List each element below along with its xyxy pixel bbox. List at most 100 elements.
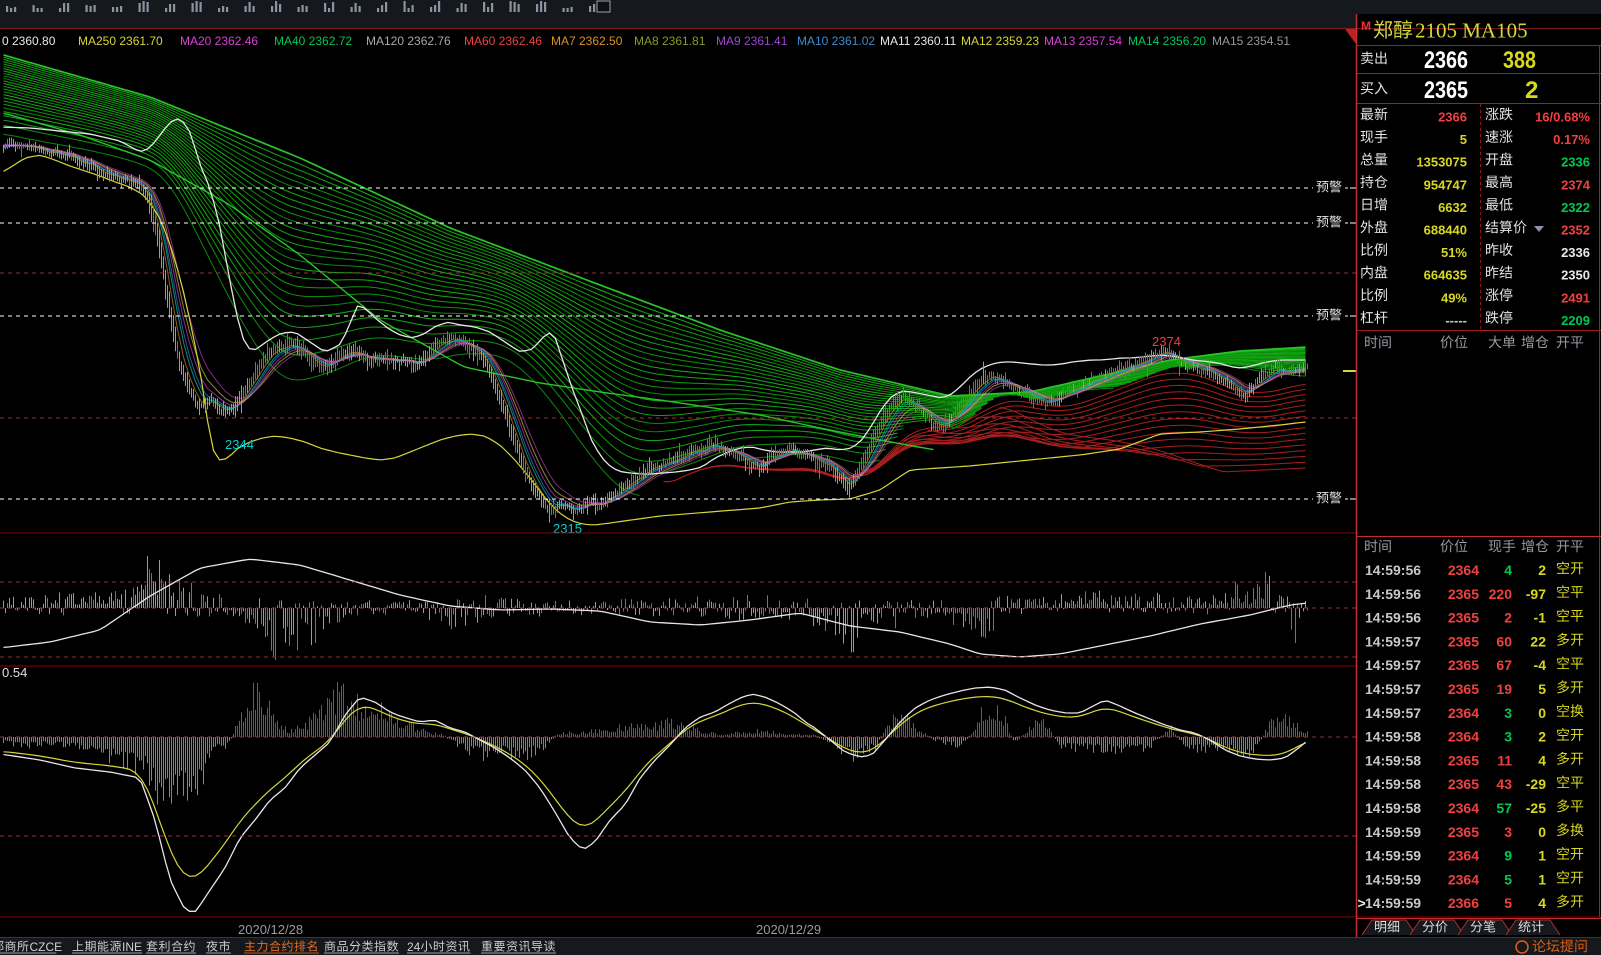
- svg-text:14:59:59: 14:59:59: [1365, 824, 1421, 840]
- svg-text:14:59:57: 14:59:57: [1365, 657, 1421, 673]
- svg-text:5: 5: [1538, 681, 1546, 697]
- svg-text:49%: 49%: [1441, 290, 1467, 305]
- svg-text:2105 MA105: 2105 MA105: [1415, 19, 1528, 43]
- svg-text:2365: 2365: [1424, 77, 1468, 104]
- svg-text:MA120 2362.76: MA120 2362.76: [366, 34, 451, 48]
- svg-text:MA13 2357.54: MA13 2357.54: [1044, 34, 1122, 48]
- svg-text:M: M: [1361, 19, 1371, 33]
- svg-text:14:59:59: 14:59:59: [1365, 871, 1421, 887]
- svg-text:3: 3: [1504, 824, 1512, 840]
- svg-text:1353075: 1353075: [1416, 155, 1467, 170]
- svg-text:14:59:58: 14:59:58: [1365, 729, 1421, 745]
- svg-text:3: 3: [1504, 729, 1512, 745]
- svg-text:67: 67: [1496, 657, 1512, 673]
- svg-text:14:59:57: 14:59:57: [1365, 681, 1421, 697]
- svg-text:954747: 954747: [1424, 177, 1467, 192]
- svg-text:14:59:57: 14:59:57: [1365, 633, 1421, 649]
- svg-text:16/0.68%: 16/0.68%: [1535, 110, 1590, 125]
- svg-text:2350: 2350: [1561, 268, 1590, 283]
- svg-text:1: 1: [1538, 848, 1546, 864]
- svg-text:2491: 2491: [1561, 290, 1590, 305]
- svg-text:14:59:59: 14:59:59: [1365, 895, 1421, 911]
- svg-text:MA11 2360.11: MA11 2360.11: [880, 34, 957, 48]
- svg-text:INE: INE: [122, 940, 142, 954]
- svg-text:2364: 2364: [1448, 562, 1479, 578]
- svg-text:2322: 2322: [1561, 200, 1590, 215]
- svg-text:57: 57: [1496, 800, 1512, 816]
- svg-text:2: 2: [1538, 729, 1546, 745]
- svg-text:2344: 2344: [225, 437, 254, 452]
- svg-text:2020/12/28: 2020/12/28: [238, 922, 303, 937]
- svg-text:MA10 2361.02: MA10 2361.02: [797, 34, 875, 48]
- svg-text:4: 4: [1538, 895, 1546, 911]
- svg-text:14:59:56: 14:59:56: [1365, 610, 1421, 626]
- svg-text:2: 2: [1538, 562, 1546, 578]
- svg-text:0 2360.80: 0 2360.80: [2, 34, 56, 48]
- svg-text:0: 0: [1538, 705, 1546, 721]
- svg-text:2365: 2365: [1448, 657, 1479, 673]
- svg-text:2364: 2364: [1448, 800, 1479, 816]
- svg-text:2364: 2364: [1448, 871, 1479, 887]
- svg-text:9: 9: [1504, 848, 1512, 864]
- svg-text:MA15 2354.51: MA15 2354.51: [1212, 34, 1290, 48]
- svg-text:MA8 2361.81: MA8 2361.81: [634, 34, 706, 48]
- svg-text:2366: 2366: [1438, 110, 1467, 125]
- svg-text:220: 220: [1489, 586, 1513, 602]
- svg-text:2366: 2366: [1424, 47, 1468, 74]
- svg-text:2336: 2336: [1561, 155, 1590, 170]
- svg-text:2364: 2364: [1448, 705, 1479, 721]
- svg-text:2365: 2365: [1448, 610, 1479, 626]
- svg-text:0.17%: 0.17%: [1553, 132, 1590, 147]
- svg-text:2374: 2374: [1152, 334, 1181, 349]
- svg-text:2374: 2374: [1561, 177, 1591, 192]
- svg-text:2336: 2336: [1561, 245, 1590, 260]
- svg-text:14:59:56: 14:59:56: [1365, 562, 1421, 578]
- svg-text:2364: 2364: [1448, 848, 1479, 864]
- svg-text:4: 4: [1538, 752, 1546, 768]
- svg-text:14:59:58: 14:59:58: [1365, 776, 1421, 792]
- svg-text:2365: 2365: [1448, 824, 1479, 840]
- svg-text:2365: 2365: [1448, 681, 1479, 697]
- svg-text:-97: -97: [1526, 586, 1546, 602]
- svg-text:MA14 2356.20: MA14 2356.20: [1128, 34, 1206, 48]
- svg-text:MA9 2361.41: MA9 2361.41: [716, 34, 788, 48]
- svg-text:-----: -----: [1445, 313, 1467, 328]
- svg-text:388: 388: [1503, 47, 1536, 74]
- svg-text:2366: 2366: [1448, 895, 1479, 911]
- svg-text:5: 5: [1460, 132, 1467, 147]
- svg-text:2209: 2209: [1561, 313, 1590, 328]
- svg-text:2: 2: [1525, 77, 1538, 104]
- svg-text:5: 5: [1504, 895, 1512, 911]
- svg-text:2020/12/29: 2020/12/29: [756, 922, 821, 937]
- svg-text:2365: 2365: [1448, 586, 1479, 602]
- svg-text:MA20 2362.46: MA20 2362.46: [180, 34, 258, 48]
- svg-text:14:59:57: 14:59:57: [1365, 705, 1421, 721]
- svg-text:3: 3: [1504, 705, 1512, 721]
- svg-text:664635: 664635: [1424, 268, 1467, 283]
- svg-text:2365: 2365: [1448, 633, 1479, 649]
- svg-text:MA12 2359.23: MA12 2359.23: [961, 34, 1039, 48]
- svg-text:MA40 2362.72: MA40 2362.72: [274, 34, 352, 48]
- svg-text:CZCE: CZCE: [30, 940, 63, 954]
- svg-text:51%: 51%: [1441, 245, 1467, 260]
- svg-text:2364: 2364: [1448, 729, 1479, 745]
- svg-text:5: 5: [1504, 871, 1512, 887]
- svg-text:0.54: 0.54: [2, 665, 27, 680]
- svg-text:MA250 2361.70: MA250 2361.70: [78, 34, 163, 48]
- svg-text:1: 1: [1538, 871, 1546, 887]
- svg-text:43: 43: [1496, 776, 1512, 792]
- svg-text:>: >: [1358, 895, 1366, 911]
- svg-text:2: 2: [1504, 610, 1512, 626]
- svg-text:11: 11: [1497, 752, 1512, 768]
- svg-text:688440: 688440: [1424, 223, 1467, 238]
- svg-text:4: 4: [1504, 562, 1512, 578]
- svg-text:-29: -29: [1526, 776, 1546, 792]
- svg-text:2365: 2365: [1448, 776, 1479, 792]
- svg-text:2352: 2352: [1561, 223, 1590, 238]
- svg-text:14:59:58: 14:59:58: [1365, 800, 1421, 816]
- svg-text:22: 22: [1530, 633, 1546, 649]
- svg-text:14:59:58: 14:59:58: [1365, 752, 1421, 768]
- svg-text:0: 0: [1538, 824, 1546, 840]
- svg-text:MA60 2362.46: MA60 2362.46: [464, 34, 542, 48]
- svg-text:60: 60: [1496, 633, 1512, 649]
